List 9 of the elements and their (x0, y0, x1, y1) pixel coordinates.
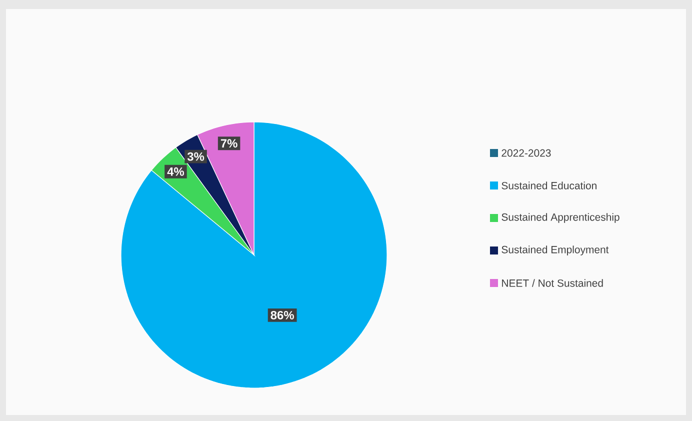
data-label: 86% (270, 310, 294, 320)
data-label: 3% (187, 152, 204, 161)
data-label: 4% (167, 167, 184, 176)
data-label: 7% (220, 139, 238, 148)
legend-label: NEET / Not Sustained (502, 279, 603, 287)
legend-label: Sustained Education (502, 182, 596, 190)
legend-label: Sustained Apprenticeship (502, 213, 620, 223)
legend-label: Sustained Employment (502, 246, 609, 256)
legend-title: 2022-2023 (502, 149, 551, 157)
